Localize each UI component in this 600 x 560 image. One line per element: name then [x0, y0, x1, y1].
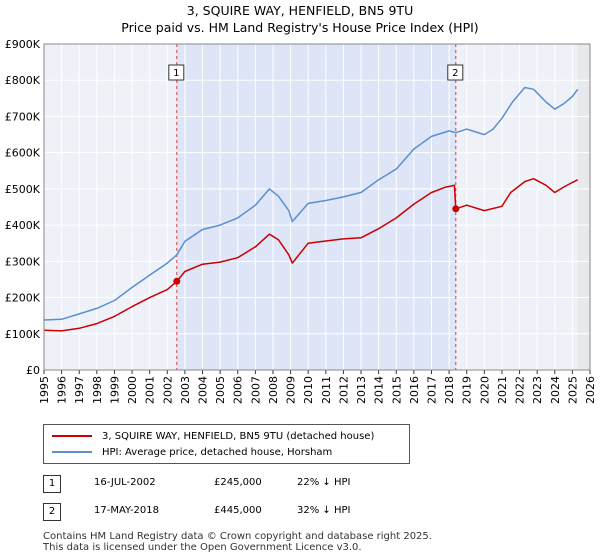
x-tick-label: 2006	[232, 376, 245, 404]
legend-item-property: 3, SQUIRE WAY, HENFIELD, BN5 9TU (detach…	[52, 429, 374, 443]
plot-frame	[43, 43, 591, 371]
series-line-hpi	[43, 86, 579, 321]
annotation-label: 1	[173, 68, 179, 79]
y-tick-label: £600K	[5, 147, 41, 160]
x-tick-label: 2016	[408, 376, 421, 404]
x-tick-label: 2003	[179, 376, 192, 404]
x-tick-label: 2014	[373, 376, 386, 404]
x-tick-label: 1996	[56, 376, 69, 404]
legend-label-property: 3, SQUIRE WAY, HENFIELD, BN5 9TU (detach…	[102, 430, 375, 442]
series-line-property	[43, 177, 579, 332]
x-tick-label: 2010	[302, 376, 315, 404]
x-tick-label: 2001	[144, 376, 157, 404]
y-tick-label: £300K	[5, 255, 41, 268]
x-tick-label: 2022	[514, 376, 527, 404]
price-chart: £0 £100K £200K £300K £400K £500K £600K £700K £80…	[5, 38, 597, 404]
legend-line-property	[52, 435, 92, 437]
x-tick-label: 2024	[549, 376, 562, 404]
forecast-region	[577, 44, 590, 370]
sale-point	[173, 277, 181, 285]
x-tick-label: 2000	[126, 376, 139, 404]
x-tick-label: 2002	[161, 376, 174, 404]
x-tick-label: 2021	[496, 376, 509, 404]
x-tick-label: 2007	[249, 376, 262, 404]
annotation-box	[447, 64, 464, 81]
x-tick-label: 1995	[38, 376, 51, 404]
y-tick-label: £700K	[5, 110, 41, 123]
x-tick-label: 2023	[531, 376, 544, 404]
transaction-date: 17-MAY-2018	[94, 505, 160, 516]
chart-legend: 3, SQUIRE WAY, HENFIELD, BN5 9TU (detach…	[43, 424, 410, 464]
footer-line-1: Contains HM Land Registry data © Crown c…	[43, 531, 432, 542]
x-tick-label: 2019	[461, 376, 474, 404]
transaction-hpi-diff: 32% ↓ HPI	[297, 505, 351, 516]
y-tick-label: £0	[26, 364, 40, 377]
transaction-price: £245,000	[214, 477, 262, 488]
legend-label-hpi: HPI: Average price, detached house, Hors…	[102, 446, 333, 458]
x-tick-label: 1997	[73, 376, 86, 404]
annotation-label: 2	[452, 68, 458, 79]
y-tick-label: £100K	[5, 328, 41, 341]
x-tick-label: 1998	[91, 376, 104, 404]
x-tick-label: 2013	[355, 376, 368, 404]
x-tick-label: 2008	[267, 376, 280, 404]
chart-title: 3, SQUIRE WAY, HENFIELD, BN5 9TU	[186, 3, 414, 18]
y-tick-label: £500K	[5, 183, 41, 196]
footer-line-2: This data is licensed under the Open Gov…	[43, 542, 362, 553]
x-tick-label: 1999	[108, 376, 121, 404]
x-tick-label: 2020	[478, 376, 491, 404]
x-tick-label: 2011	[320, 376, 333, 404]
y-tick-label: £900K	[5, 38, 41, 51]
transaction-date: 16-JUL-2002	[94, 477, 156, 488]
y-tick-label: £400K	[5, 219, 41, 232]
x-tick-label: 2005	[214, 376, 227, 404]
transaction-hpi-diff: 22% ↓ HPI	[297, 477, 351, 488]
x-tick-label: 2017	[425, 376, 438, 404]
x-tick-label: 2009	[285, 376, 298, 404]
attribution-footer: Contains HM Land Registry data © Crown c…	[43, 531, 432, 553]
x-tick-label: 2012	[337, 376, 350, 404]
x-tick-label: 2018	[443, 376, 456, 404]
sale-point	[452, 205, 460, 213]
x-tick-label: 2026	[584, 376, 597, 404]
y-tick-label: £800K	[5, 74, 41, 87]
legend-line-hpi	[52, 451, 92, 453]
x-tick-label: 2015	[390, 376, 403, 404]
legend-item-hpi: HPI: Average price, detached house, Hors…	[52, 445, 332, 459]
x-tick-label: 2004	[197, 376, 210, 404]
y-tick-label: £200K	[5, 292, 41, 305]
x-tick-label: 2025	[566, 376, 579, 404]
transaction-badge: 1	[43, 475, 61, 493]
annotation-box	[168, 64, 185, 81]
transaction-badge: 2	[43, 503, 61, 521]
transaction-price: £445,000	[214, 505, 262, 516]
chart-subtitle: Price paid vs. HM Land Registry's House …	[121, 20, 479, 35]
